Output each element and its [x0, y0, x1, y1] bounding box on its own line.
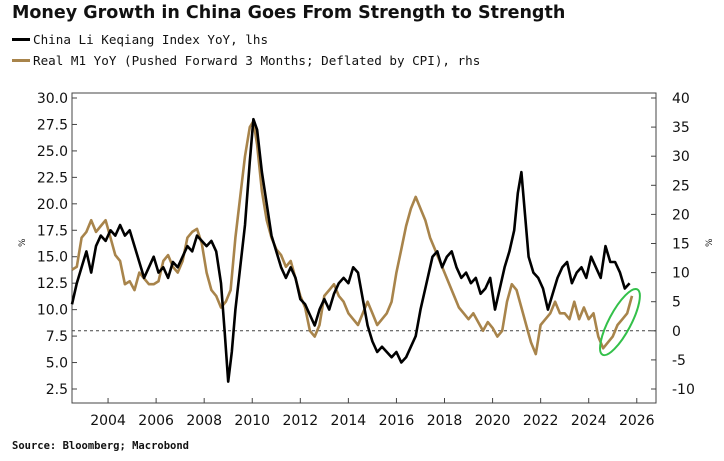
x-tick-label: 2024: [571, 413, 607, 429]
left-tick-label: 2.5: [46, 382, 68, 398]
x-tick-label: 2020: [475, 413, 511, 429]
left-tick-label: 22.5: [37, 170, 68, 186]
right-tick-label: 40: [672, 91, 690, 107]
left-tick-label: 25.0: [37, 144, 68, 160]
right-tick-label: 5: [672, 295, 681, 311]
chart-title: Money Growth in China Goes From Strength…: [12, 3, 566, 23]
right-tick-label: -10: [672, 382, 695, 398]
left-tick-label: 12.5: [37, 276, 68, 292]
source-note: Source: Bloomberg; Macrobond: [12, 440, 190, 452]
series-line-real-m1: [71, 120, 634, 356]
legend-item-m1: Real M1 YoY (Pushed Forward 3 Months; De…: [12, 51, 480, 69]
x-tick-label: 2010: [234, 413, 270, 429]
right-tick-label: 0: [672, 324, 681, 340]
right-tick-label: 20: [672, 207, 690, 223]
legend-item-lki: China Li Keqiang Index YoY, lhs: [12, 30, 268, 48]
legend-label-lki: China Li Keqiang Index YoY, lhs: [33, 31, 269, 47]
x-tick-label: 2018: [427, 413, 463, 429]
x-tick-label: 2012: [282, 413, 318, 429]
right-tick-label: 35: [672, 120, 690, 136]
left-tick-label: 20.0: [37, 197, 68, 213]
left-axis-unit: %: [18, 238, 28, 247]
left-tick-label: 15.0: [37, 250, 68, 266]
x-tick-label: 2016: [379, 413, 415, 429]
left-tick-label: 27.5: [37, 117, 68, 133]
left-tick-label: 30.0: [37, 91, 68, 107]
x-tick-label: 2008: [186, 413, 222, 429]
left-tick-label: 10.0: [37, 303, 68, 319]
left-tick-label: 5.0: [46, 356, 68, 372]
left-tick-label: 17.5: [37, 223, 68, 239]
series-line-li-keqiang: [70, 117, 631, 383]
left-tick-label: 7.5: [46, 329, 68, 345]
x-tick-label: 2014: [331, 413, 367, 429]
legend-swatch-tan: [12, 58, 30, 62]
legend-swatch-black: [12, 37, 30, 41]
right-tick-label: -5: [672, 353, 686, 369]
x-tick-label: 2026: [619, 413, 655, 429]
x-tick-label: 2006: [138, 413, 174, 429]
right-tick-label: 25: [672, 178, 690, 194]
plot-frame: [71, 92, 657, 404]
right-axis-unit: %: [705, 238, 715, 247]
x-axis: 2004 2006 2008 2010 2012 2014 2016 2018 2020 2022…: [90, 398, 655, 429]
right-tick-label: 30: [672, 149, 690, 165]
x-tick-label: 2004: [90, 413, 126, 429]
left-axis: 2.5 5.0 7.5 10.0 12.5 15.0 17.5 20.0 22.5 25.0 27.…: [37, 91, 77, 398]
highlight-ellipse: [599, 287, 641, 357]
x-tick-label: 2022: [523, 413, 559, 429]
right-tick-label: 15: [672, 237, 690, 253]
right-axis: -10 -5 0 5 10 15 20 25 30 35 40: [651, 91, 695, 398]
legend-label-m1: Real M1 YoY (Pushed Forward 3 Months; De…: [33, 52, 481, 68]
right-tick-label: 10: [672, 266, 690, 282]
